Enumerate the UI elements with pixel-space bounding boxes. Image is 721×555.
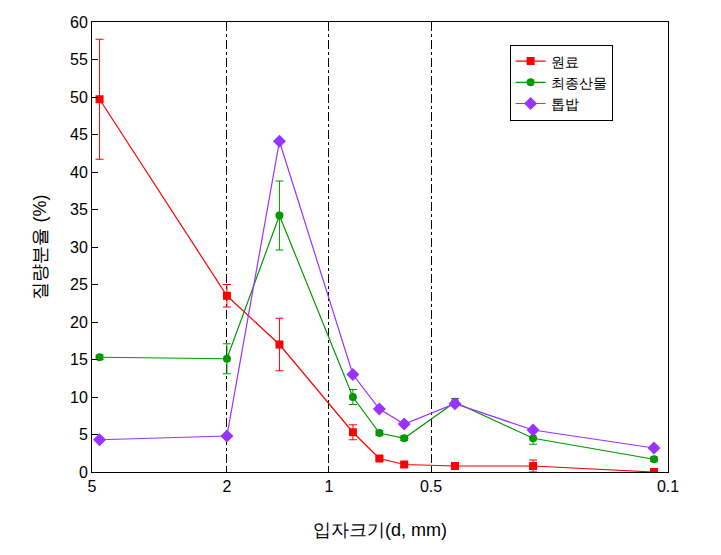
svg-text:톱밥: 톱밥	[551, 96, 579, 112]
svg-text:입자크기(d, mm): 입자크기(d, mm)	[313, 520, 447, 540]
svg-text:30: 30	[70, 239, 88, 256]
svg-text:1: 1	[325, 478, 334, 495]
svg-text:35: 35	[70, 201, 88, 218]
svg-text:2: 2	[222, 478, 231, 495]
svg-text:최종산물: 최종산물	[551, 75, 607, 91]
svg-text:0: 0	[79, 464, 88, 481]
svg-text:5: 5	[88, 478, 97, 495]
svg-text:원료: 원료	[551, 54, 579, 70]
svg-text:40: 40	[70, 164, 88, 181]
svg-text:20: 20	[70, 314, 88, 331]
svg-text:0.1: 0.1	[657, 478, 679, 495]
svg-text:15: 15	[70, 351, 88, 368]
svg-text:50: 50	[70, 89, 88, 106]
svg-text:질량분율 (%): 질량분율 (%)	[30, 195, 50, 300]
svg-text:60: 60	[70, 14, 88, 31]
svg-text:10: 10	[70, 389, 88, 406]
svg-text:45: 45	[70, 126, 88, 143]
svg-text:5: 5	[79, 426, 88, 443]
svg-text:55: 55	[70, 51, 88, 68]
svg-text:0.5: 0.5	[420, 478, 442, 495]
svg-text:25: 25	[70, 276, 88, 293]
